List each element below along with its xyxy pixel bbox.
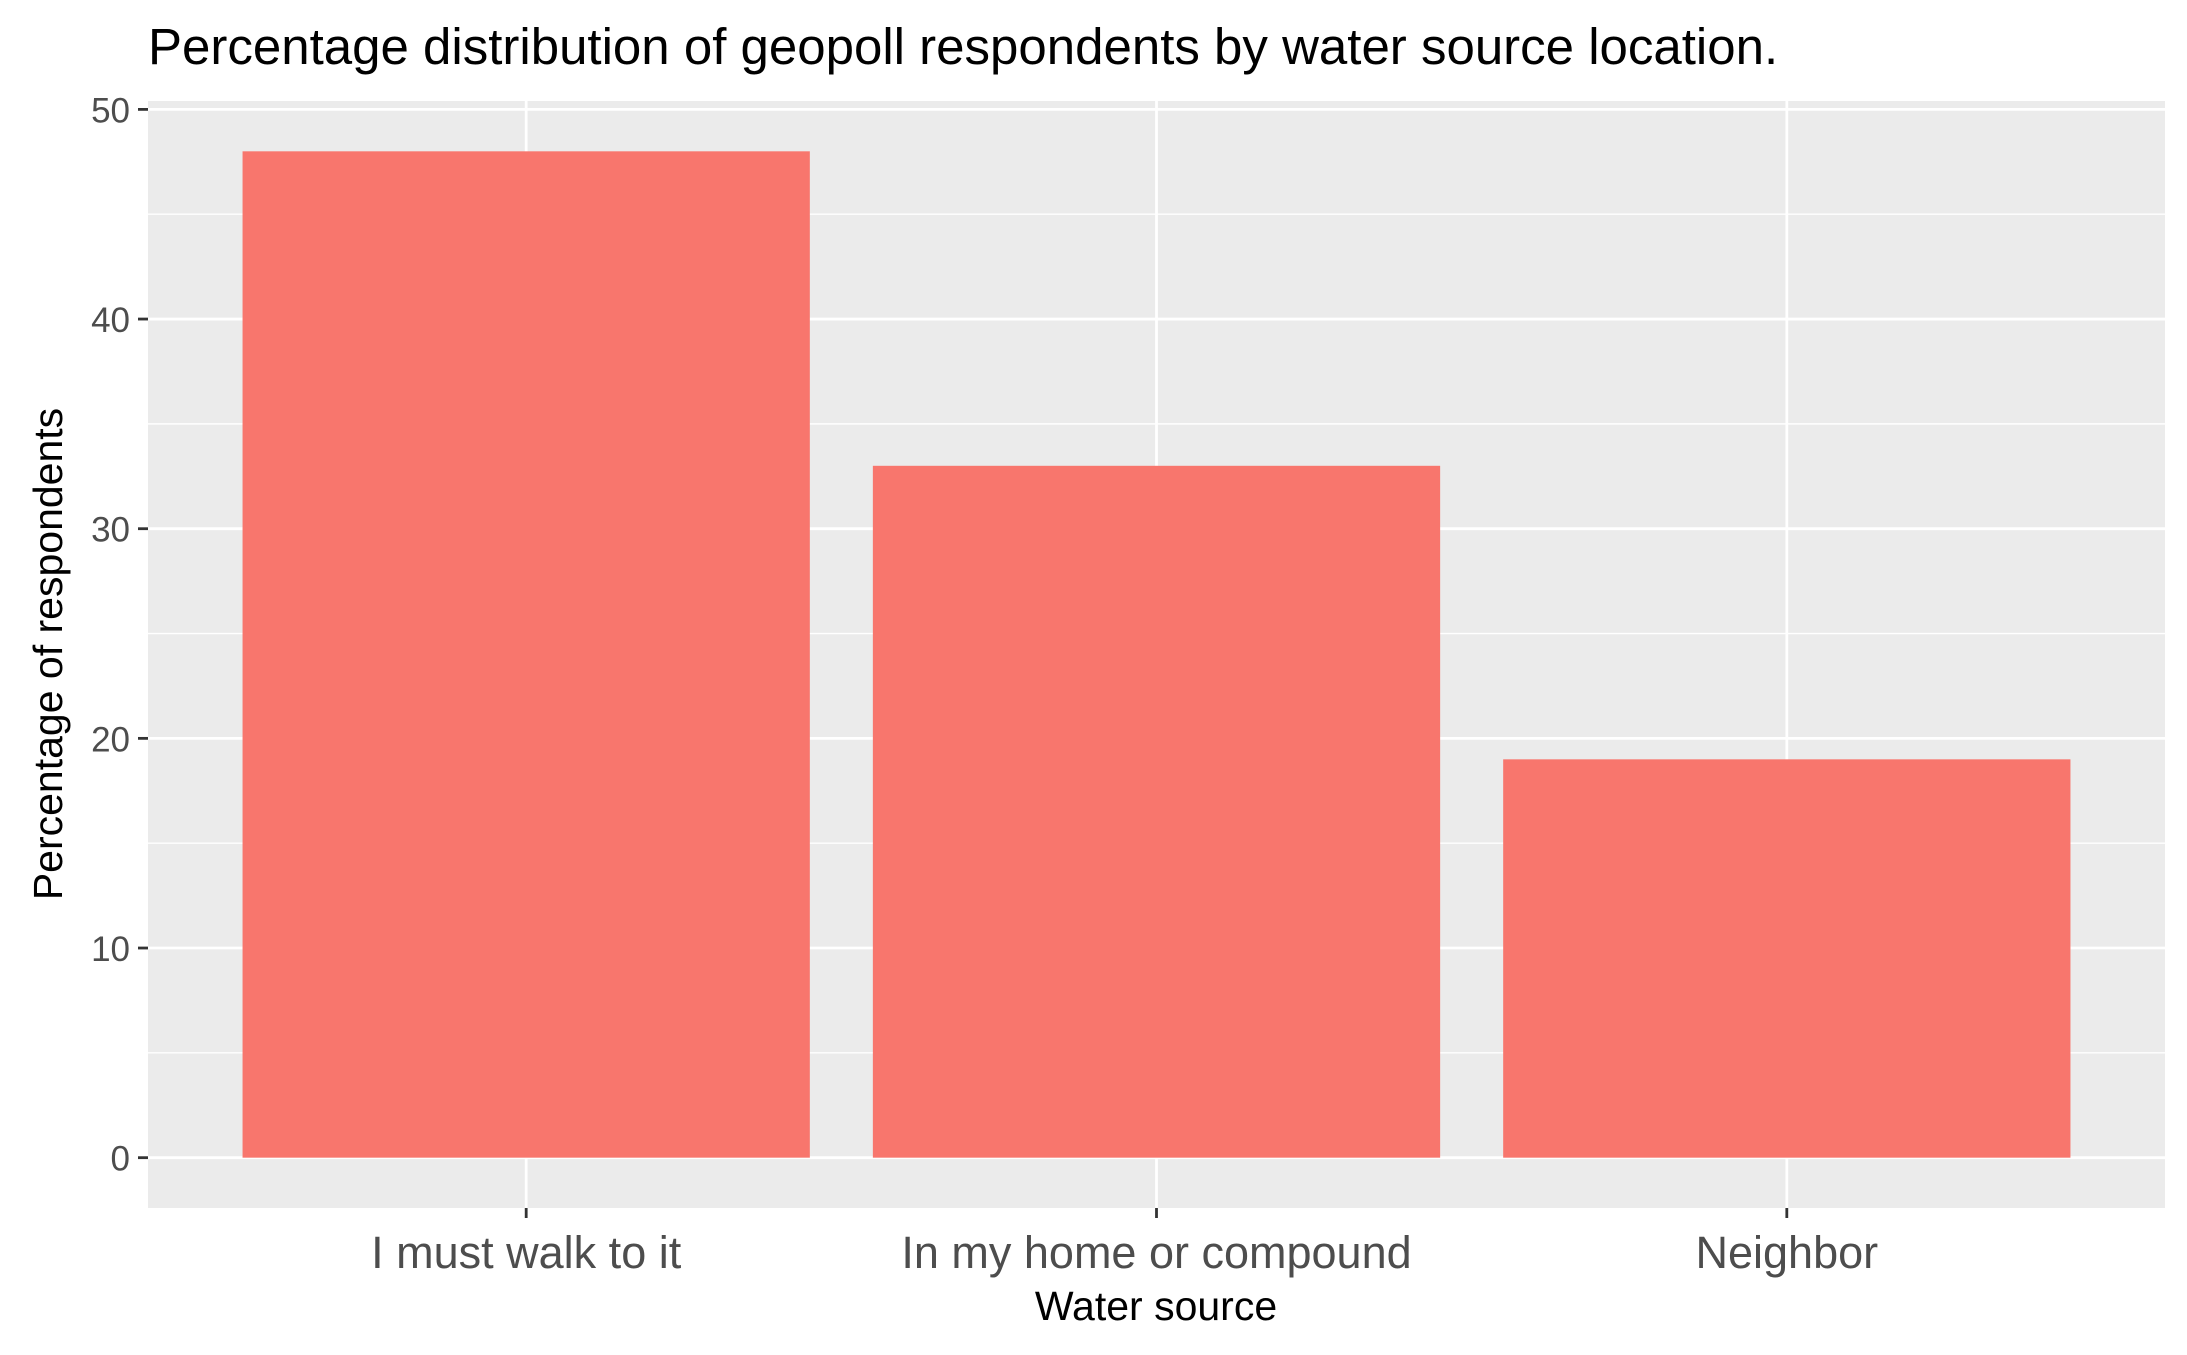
bars <box>242 151 2071 1158</box>
x-tick-label: In my home or compound <box>901 1227 1411 1278</box>
y-tick-label: 20 <box>91 720 130 759</box>
y-tick-label: 0 <box>111 1140 130 1179</box>
bar <box>1503 759 2071 1158</box>
y-tick-label: 50 <box>91 91 130 130</box>
x-tick-label: I must walk to it <box>371 1227 682 1278</box>
bar <box>872 465 1441 1158</box>
y-tick-label: 40 <box>91 301 130 340</box>
x-axis: I must walk to it In my home or compound N… <box>371 1208 1878 1278</box>
x-axis-title: Water source <box>1035 1283 1277 1329</box>
x-tick-label: Neighbor <box>1696 1227 1879 1278</box>
y-tick-label: 30 <box>91 511 130 550</box>
chart-title: Percentage distribution of geopoll respo… <box>148 18 1778 75</box>
y-tick-label: 10 <box>91 930 130 969</box>
bar <box>242 151 810 1158</box>
y-axis-title: Percentage of respondents <box>25 408 71 900</box>
y-axis: 0 10 20 30 40 50 <box>91 91 148 1179</box>
